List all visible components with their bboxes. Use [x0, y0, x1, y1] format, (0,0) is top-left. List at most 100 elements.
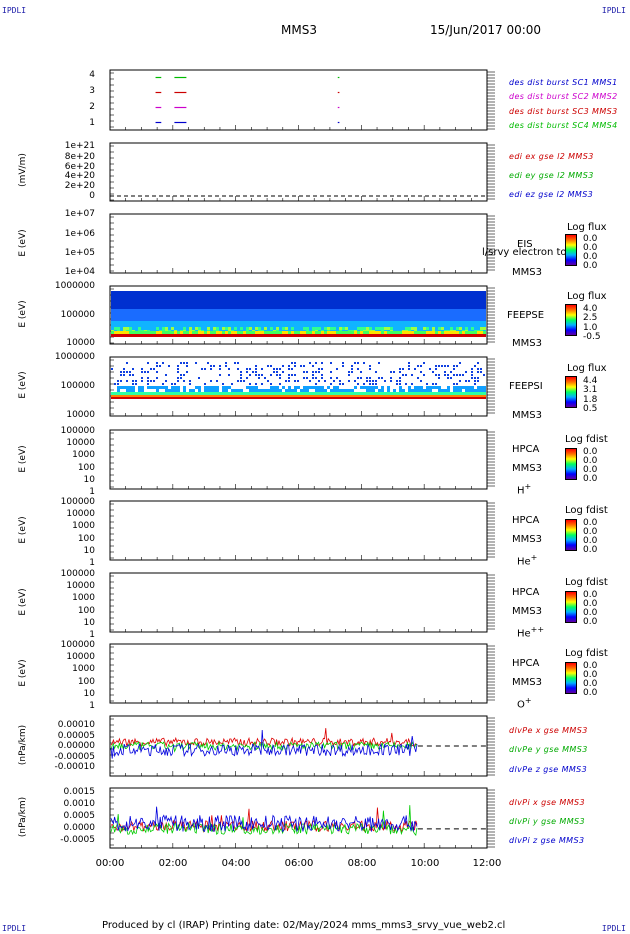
spectrogram-cell: [447, 389, 450, 392]
spectrogram-cell: [324, 327, 327, 330]
spectrogram-cell: [309, 294, 312, 297]
spectrogram-cell: [339, 291, 342, 294]
spectrogram-cell: [177, 324, 180, 327]
spectrogram-cell: [480, 368, 482, 370]
spectrogram-cell: [147, 380, 149, 382]
spectrogram-cell: [183, 321, 186, 324]
spectrogram-cell: [276, 374, 278, 376]
spectrogram-cell: [378, 327, 381, 330]
spectrogram-cell: [147, 397, 150, 399]
spectrogram-cell: [261, 324, 264, 327]
spectrogram-cell: [159, 300, 162, 303]
p3-colorbar: [565, 234, 577, 266]
spectrogram-cell: [351, 324, 354, 327]
spectrogram-cell: [279, 315, 282, 318]
spectrogram-cell: [417, 303, 420, 306]
spectrogram-cell: [348, 312, 351, 315]
spectrogram-cell: [183, 309, 186, 312]
spectrogram-cell: [165, 300, 168, 303]
spectrogram-cell: [273, 312, 276, 315]
spectrogram-cell: [135, 380, 137, 382]
spectrogram-cell: [351, 300, 354, 303]
spectrogram-cell: [429, 386, 432, 389]
spectrogram-cell: [414, 392, 417, 395]
spectrogram-cell: [357, 294, 360, 297]
spectrogram-cell: [198, 300, 201, 303]
spectrogram-cell: [237, 324, 240, 327]
spectrogram-cell: [132, 395, 135, 397]
spectrogram-cell: [399, 383, 401, 385]
spectrogram-cell: [369, 395, 372, 397]
spectrogram-cell: [264, 306, 267, 309]
spectrogram-cell: [411, 315, 414, 318]
spectrogram-cell: [153, 318, 156, 321]
p3-instrument-label: EIS: [517, 239, 533, 250]
spectrogram-cell: [252, 397, 255, 399]
spectrogram-cell: [174, 327, 177, 330]
spectrogram-cell: [159, 386, 162, 389]
spectrogram-cell: [228, 374, 230, 376]
spectrogram-cell: [222, 389, 225, 392]
spectrogram-cell: [429, 324, 432, 327]
spectrogram-cell: [288, 327, 291, 330]
spectrogram-cell: [456, 365, 458, 367]
spectrogram-cell: [210, 380, 212, 382]
spectrogram-cell: [156, 365, 158, 367]
spectrogram-cell: [318, 294, 321, 297]
spectrogram-cell: [129, 315, 132, 318]
spectrogram-cell: [384, 327, 387, 330]
spectrogram-cell: [180, 331, 183, 334]
spectrogram-cell: [330, 334, 333, 337]
spectrogram-cell: [135, 303, 138, 306]
spectrogram-cell: [129, 386, 132, 389]
spectrogram-cell: [258, 331, 261, 334]
spectrogram-cell: [456, 315, 459, 318]
spectrogram-cell: [333, 392, 336, 395]
spectrogram-cell: [312, 294, 315, 297]
spectrogram-cell: [357, 306, 360, 309]
spectrogram-cell: [390, 321, 393, 324]
spectrogram-cell: [318, 368, 320, 370]
spectrogram-cell: [279, 377, 281, 379]
spectrogram-cell: [291, 324, 294, 327]
spectrogram-cell: [312, 371, 314, 373]
spectrogram-cell: [240, 315, 243, 318]
spectrogram-cell: [270, 383, 272, 385]
spectrogram-cell: [258, 389, 261, 392]
spectrogram-cell: [270, 291, 273, 294]
spectrogram-cell: [474, 334, 477, 337]
spectrogram-cell: [270, 397, 273, 399]
spectrogram-cell: [183, 327, 186, 330]
spectrogram-cell: [264, 327, 267, 330]
spectrogram-cell: [453, 397, 456, 399]
spectrogram-cell: [315, 300, 318, 303]
spectrogram-cell: [315, 371, 317, 373]
spectrogram-cell: [408, 297, 411, 300]
spectrogram-cell: [306, 303, 309, 306]
spectrogram-cell: [306, 300, 309, 303]
spectrogram-cell: [279, 368, 281, 370]
spectrogram-cell: [366, 300, 369, 303]
spectrogram-cell: [345, 334, 348, 337]
spectrogram-cell: [171, 291, 174, 294]
spectrogram-cell: [273, 300, 276, 303]
spectrogram-cell: [390, 331, 393, 334]
spectrogram-cell: [267, 303, 270, 306]
spectrogram-cell: [189, 306, 192, 309]
spectrogram-cell: [234, 324, 237, 327]
spectrogram-cell: [411, 318, 414, 321]
spectrogram-cell: [171, 334, 174, 337]
spectrogram-cell: [306, 309, 309, 312]
spectrogram-cell: [300, 291, 303, 294]
spectrogram-cell: [126, 291, 129, 294]
spectrogram-cell: [180, 300, 183, 303]
spectrogram-cell: [144, 371, 146, 373]
spectrogram-cell: [201, 312, 204, 315]
spectrogram-cell: [243, 397, 246, 399]
spectrogram-cell: [336, 327, 339, 330]
spectrogram-cell: [186, 309, 189, 312]
spectrogram-cell: [159, 312, 162, 315]
spectrogram-cell: [444, 294, 447, 297]
spectrogram-cell: [378, 291, 381, 294]
spectrogram-cell: [243, 306, 246, 309]
